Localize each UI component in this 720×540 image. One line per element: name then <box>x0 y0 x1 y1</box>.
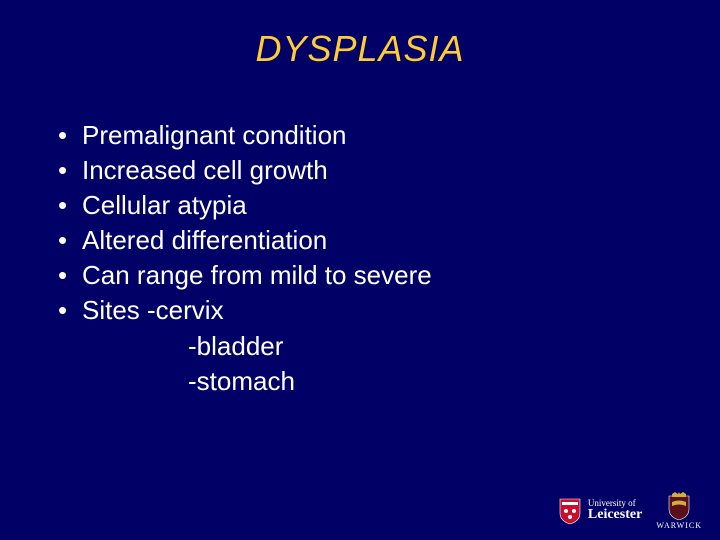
bullet-item: • Altered differentiation <box>58 223 720 258</box>
slide: DYSPLASIA • Premalignant condition • Inc… <box>0 0 720 540</box>
bullet-item: • Cellular atypia <box>58 188 720 223</box>
warwick-logo: WARWICK <box>656 492 702 530</box>
warwick-crest-icon <box>666 492 692 520</box>
sub-item: -stomach <box>58 364 720 399</box>
slide-body: • Premalignant condition • Increased cel… <box>0 118 720 399</box>
bullet-dot-icon: • <box>58 258 82 293</box>
bullet-item: • Can range from mild to severe <box>58 258 720 293</box>
footer-logos: University of Leicester WARWICK <box>558 492 702 530</box>
leicester-shield-icon <box>558 497 582 525</box>
bullet-text: Altered differentiation <box>82 223 327 258</box>
slide-title: DYSPLASIA <box>0 0 720 118</box>
bullet-dot-icon: • <box>58 223 82 258</box>
leicester-line2: Leicester <box>588 508 642 523</box>
bullet-item: • Increased cell growth <box>58 153 720 188</box>
bullet-dot-icon: • <box>58 118 82 153</box>
bullet-text: Sites -cervix <box>82 293 224 328</box>
bullet-dot-icon: • <box>58 153 82 188</box>
bullet-text: Can range from mild to severe <box>82 258 432 293</box>
bullet-text: Cellular atypia <box>82 188 247 223</box>
bullet-dot-icon: • <box>58 188 82 223</box>
bullet-dot-icon: • <box>58 293 82 328</box>
bullet-text: Premalignant condition <box>82 118 347 153</box>
sub-item: -bladder <box>58 329 720 364</box>
bullet-text: Increased cell growth <box>82 153 328 188</box>
leicester-logo: University of Leicester <box>558 497 642 525</box>
bullet-item: • Premalignant condition <box>58 118 720 153</box>
bullet-item: • Sites -cervix <box>58 293 720 328</box>
warwick-label: WARWICK <box>656 521 702 530</box>
leicester-text: University of Leicester <box>588 499 642 523</box>
